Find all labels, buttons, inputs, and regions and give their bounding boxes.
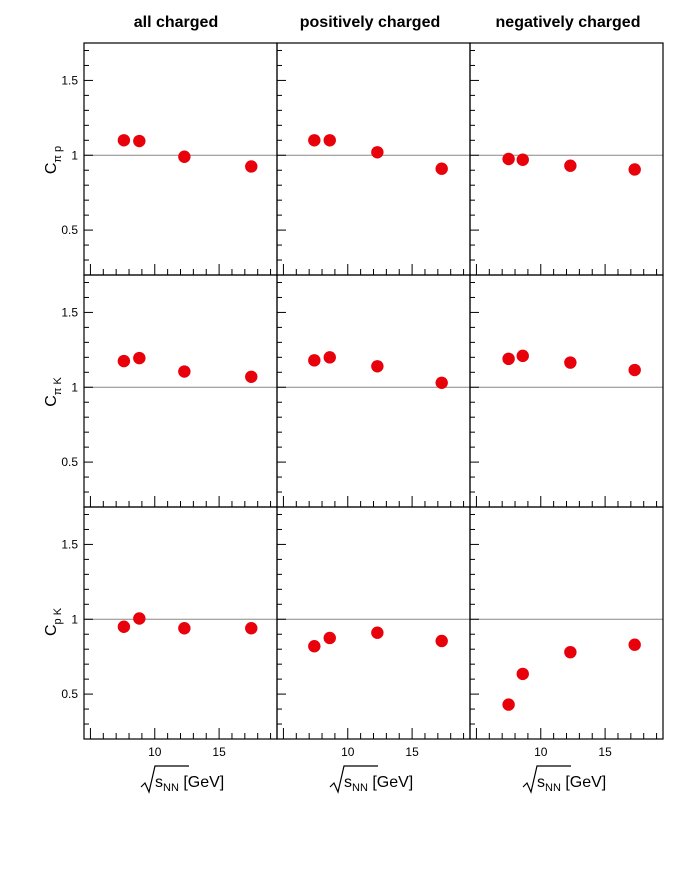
x-axis-label-col-2: sNN [GeV]: [522, 765, 606, 794]
x-axis-label-unit: [GeV]: [368, 774, 413, 791]
data-point: [628, 363, 641, 377]
panel-r1-c0: 0.5 1 1.5: [61, 274, 278, 508]
data-point: [133, 351, 146, 365]
data-point: [133, 612, 146, 625]
x-axis-label-unit: [GeV]: [561, 774, 606, 791]
x-tick-label: 15: [405, 745, 419, 759]
x-tick-label: 10: [148, 745, 162, 759]
data-point: [564, 356, 577, 369]
data-point: [308, 640, 321, 653]
y-tick-label: 1: [71, 380, 78, 394]
y-axis-label-subscript: π p: [52, 146, 64, 163]
y-tick-label: 0.5: [61, 455, 78, 469]
data-point: [371, 626, 384, 639]
sqrt-radical: [140, 765, 189, 794]
panel-r2-c2: 10 15: [469, 506, 664, 759]
data-point: [117, 620, 131, 633]
data-point: [516, 667, 529, 681]
data-point: [516, 349, 529, 363]
data-point: [502, 698, 515, 711]
x-axis-label-col-1: sNN [GeV]: [329, 765, 413, 794]
x-axis-label-subscript: NN: [163, 782, 179, 794]
x-tick-label: 10: [341, 745, 355, 759]
sqrt-radical: [329, 765, 378, 794]
y-axis-label-main: C: [43, 163, 60, 175]
y-tick-label: 1: [71, 612, 78, 626]
y-tick-label: 0.5: [61, 223, 78, 237]
panel-frame: [276, 42, 471, 276]
y-tick-label: 1.5: [61, 73, 78, 87]
y-axis-label-pi-k: Cπ K: [43, 377, 64, 407]
data-point: [435, 376, 448, 389]
y-tick-label: 1.5: [61, 305, 78, 319]
y-tick-label: 0.5: [61, 687, 78, 701]
y-tick-label: 1.5: [61, 537, 78, 551]
x-tick-label: 15: [598, 745, 612, 759]
panel-frame: [276, 506, 471, 740]
y-axis-label-main: C: [43, 624, 60, 636]
panel-frame: [469, 274, 664, 508]
data-point: [178, 622, 191, 635]
y-tick-label: 1: [71, 148, 78, 162]
y-axis-label-p-k: Cp K: [43, 607, 64, 636]
data-point: [178, 365, 191, 378]
x-axis-label-s: s: [537, 774, 545, 791]
data-point: [435, 162, 448, 175]
x-axis-label-s: s: [344, 774, 352, 791]
panel-r0-c2: [469, 42, 664, 276]
y-axis-label-subscript: π K: [52, 377, 64, 396]
panel-frame: [276, 274, 471, 508]
panel-r0-c0: 0.5 1 1.5: [61, 42, 278, 276]
data-point: [245, 622, 258, 635]
column-title-all-charged: all charged: [134, 14, 218, 31]
data-point: [323, 134, 336, 147]
y-axis-label-subscript: p K: [52, 607, 64, 624]
data-point: [323, 631, 336, 645]
data-point: [308, 354, 321, 367]
data-point: [628, 163, 641, 176]
x-axis-label-col-0: sNN [GeV]: [140, 765, 224, 794]
data-point: [371, 360, 384, 373]
panel-r2-c0: 0.5 1 1.5 10 15: [61, 506, 278, 759]
x-tick-label: 10: [534, 745, 548, 759]
svg-text:sNN [GeV]: sNN [GeV]: [344, 774, 413, 794]
x-axis-label-subscript: NN: [352, 782, 368, 794]
data-point: [117, 134, 131, 147]
panel-frame: [469, 42, 664, 276]
x-axis-label-s: s: [155, 774, 163, 791]
x-tick-label: 15: [212, 745, 226, 759]
data-point: [245, 370, 258, 383]
data-point: [245, 160, 258, 173]
column-title-positively-charged: positively charged: [300, 14, 441, 31]
data-point: [502, 152, 515, 166]
data-point: [564, 159, 577, 172]
x-axis-label-unit: [GeV]: [179, 774, 224, 791]
panel-r1-c2: [469, 274, 664, 508]
y-axis-label-pi-p: Cπ p: [43, 146, 64, 174]
data-point: [133, 134, 146, 148]
data-point: [323, 351, 336, 364]
x-axis-label-subscript: NN: [545, 782, 561, 794]
panel-r0-c1: [276, 42, 471, 276]
data-point: [628, 638, 641, 651]
data-point: [564, 645, 577, 659]
panel-grid: 0.5 1 1.5 0.5 1 1.5 0.5 1 1.5 10 15 10 15 10 15: [61, 42, 664, 759]
data-point: [502, 352, 515, 366]
data-point: [308, 134, 321, 147]
sqrt-radical: [522, 765, 571, 794]
column-title-negatively-charged: negatively charged: [496, 14, 641, 31]
panel-r1-c1: [276, 274, 471, 508]
data-point: [516, 153, 529, 166]
data-point: [117, 354, 131, 368]
data-point: [178, 150, 191, 163]
data-point: [371, 146, 384, 159]
y-axis-label-main: C: [43, 395, 60, 407]
svg-text:sNN [GeV]: sNN [GeV]: [155, 774, 224, 794]
svg-text:sNN [GeV]: sNN [GeV]: [537, 774, 606, 794]
panel-frame: [469, 506, 664, 740]
panel-r2-c1: 10 15: [276, 506, 471, 759]
data-point: [435, 634, 448, 648]
panel-frame: [83, 274, 278, 508]
